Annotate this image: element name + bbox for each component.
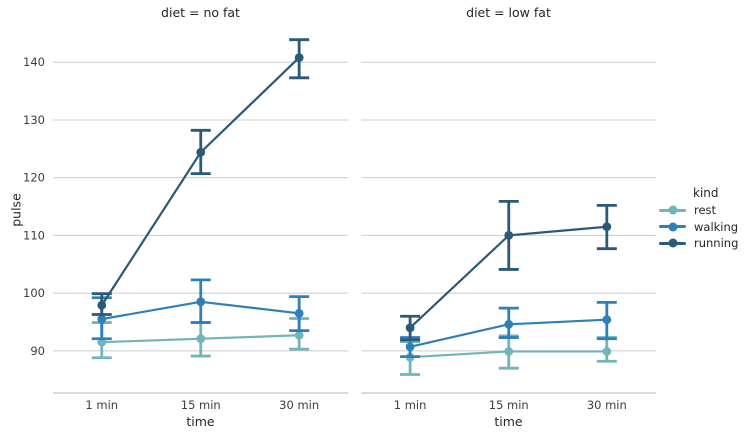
x-tick-label: 1 min: [394, 398, 427, 412]
data-point-running: [405, 323, 415, 333]
x-axis-label-right: time: [494, 414, 523, 429]
legend-marker-walking-icon: [659, 222, 686, 232]
facet-title-no-fat: diet = no fat: [161, 5, 240, 20]
x-tick-label: 15 min: [489, 398, 529, 412]
legend-item-walking: walking: [659, 219, 743, 236]
data-point-rest: [504, 347, 514, 356]
legend-item-running: running: [659, 235, 743, 252]
x-tick-label: 1 min: [85, 398, 118, 412]
data-point-running: [602, 222, 612, 232]
legend-dot-icon: [668, 238, 677, 248]
facet-title-low-fat: diet = low fat: [466, 5, 551, 20]
legend-item-rest: rest: [659, 202, 743, 219]
data-point-walking: [504, 319, 514, 329]
data-point-rest: [196, 334, 206, 344]
data-point-walking: [602, 315, 612, 325]
data-point-running: [97, 300, 107, 310]
legend-title: kind: [693, 186, 719, 200]
data-point-running: [504, 231, 514, 240]
y-tick-label: 100: [23, 286, 45, 300]
legend: kind rest walking running: [659, 185, 743, 252]
y-tick-label: 140: [23, 55, 45, 69]
legend-marker-running-icon: [659, 238, 686, 248]
data-point-walking: [405, 342, 415, 352]
data-point-running: [196, 147, 206, 157]
legend-label-rest: rest: [694, 203, 717, 218]
series-line-running: [100, 56, 300, 306]
legend-label-running: running: [694, 236, 739, 251]
y-tick-label: 130: [23, 113, 45, 127]
legend-dot-icon: [668, 222, 677, 232]
legend-label-walking: walking: [694, 219, 739, 234]
data-point-running: [294, 53, 304, 62]
y-tick-label: 90: [30, 344, 45, 358]
x-tick-label: 30 min: [587, 398, 627, 412]
data-point-walking: [196, 297, 206, 307]
legend-dot-icon: [668, 205, 677, 215]
data-point-walking: [294, 308, 304, 318]
y-tick-label: 110: [23, 228, 45, 242]
data-point-rest: [602, 347, 612, 356]
x-tick-label: 15 min: [181, 398, 221, 412]
x-axis-label-left: time: [186, 414, 215, 429]
y-tick-label: 120: [23, 171, 45, 185]
x-tick-label: 30 min: [279, 398, 319, 412]
legend-marker-rest-icon: [659, 205, 686, 215]
y-axis-label: pulse: [8, 193, 24, 227]
data-point-rest: [294, 330, 304, 340]
data-point-walking: [97, 314, 107, 324]
